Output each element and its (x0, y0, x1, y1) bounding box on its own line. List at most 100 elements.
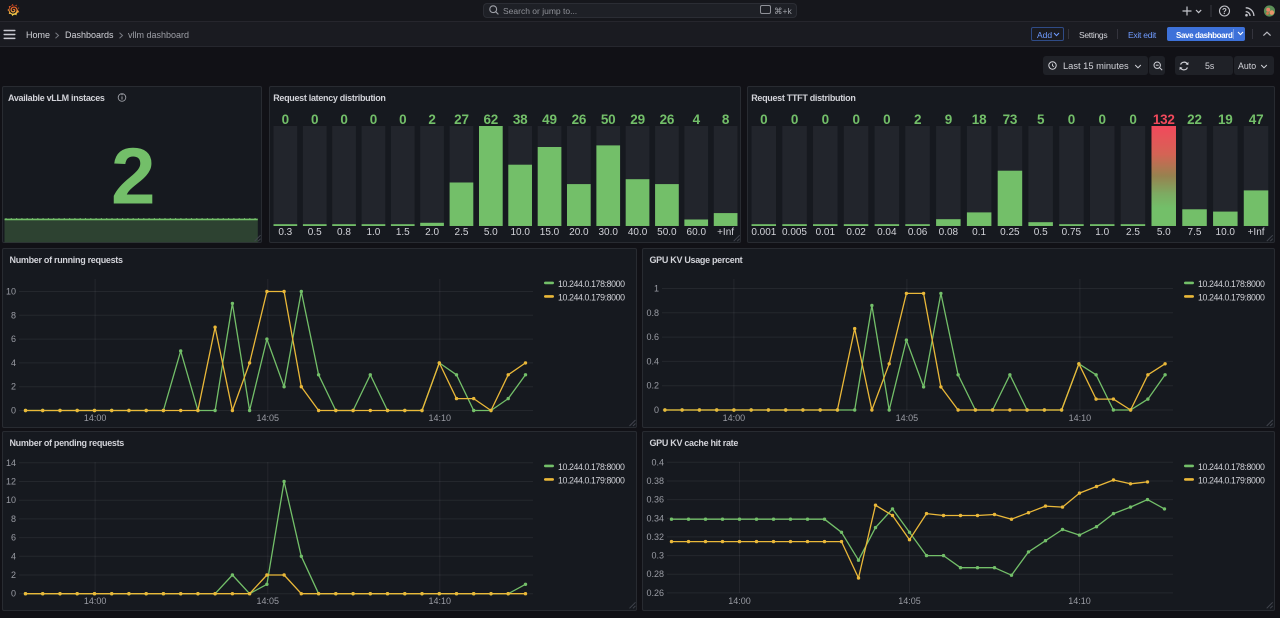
svg-text:2.0: 2.0 (425, 227, 439, 238)
svg-text:73: 73 (1002, 112, 1017, 127)
svg-text:0: 0 (11, 589, 16, 599)
svg-text:?: ? (1222, 7, 1227, 16)
svg-text:+Inf: +Inf (717, 227, 734, 238)
svg-text:38: 38 (512, 112, 527, 127)
svg-text:Available vLLM instaces: Available vLLM instaces (8, 93, 105, 103)
svg-text:7.5: 7.5 (1187, 227, 1201, 238)
svg-text:2: 2 (11, 570, 16, 580)
svg-text:0: 0 (654, 404, 659, 414)
svg-text:0.75: 0.75 (1062, 227, 1082, 238)
svg-text:50.0: 50.0 (657, 227, 677, 238)
svg-text:0.5: 0.5 (307, 227, 321, 238)
svg-text:0.005: 0.005 (782, 227, 807, 238)
svg-text:10.0: 10.0 (510, 227, 530, 238)
svg-text:14:05: 14:05 (898, 596, 920, 606)
svg-text:10.244.0.178:8000: 10.244.0.178:8000 (1198, 279, 1265, 289)
svg-text:0.26: 0.26 (646, 588, 664, 598)
svg-text:0.4: 0.4 (651, 458, 664, 468)
svg-text:6: 6 (10, 334, 15, 344)
svg-text:0.06: 0.06 (908, 227, 928, 238)
svg-text:Request latency distribution: Request latency distribution (273, 93, 385, 103)
svg-text:29: 29 (630, 112, 645, 127)
svg-text:50: 50 (600, 112, 615, 127)
svg-text:14:05: 14:05 (896, 412, 918, 422)
svg-text:10.244.0.179:8000: 10.244.0.179:8000 (557, 476, 624, 486)
svg-text:GPU KV cache hit rate: GPU KV cache hit rate (649, 438, 738, 448)
svg-text:GPU KV Usage percent: GPU KV Usage percent (649, 255, 742, 265)
svg-text:0.25: 0.25 (1000, 227, 1020, 238)
svg-text:5.0: 5.0 (1157, 227, 1171, 238)
svg-text:0.02: 0.02 (846, 227, 866, 238)
svg-text:0.8: 0.8 (337, 227, 351, 238)
svg-text:0.08: 0.08 (939, 227, 959, 238)
svg-text:10: 10 (5, 286, 15, 296)
svg-text:1.5: 1.5 (395, 227, 409, 238)
svg-text:12: 12 (6, 477, 16, 487)
svg-text:14:05: 14:05 (256, 596, 278, 606)
svg-text:19: 19 (1218, 112, 1233, 127)
svg-text:14:10: 14:10 (1068, 596, 1090, 606)
svg-text:0.04: 0.04 (877, 227, 897, 238)
svg-text:1: 1 (654, 283, 659, 293)
svg-text:Number of running requests: Number of running requests (9, 255, 123, 265)
svg-text:5: 5 (1037, 112, 1045, 127)
svg-text:8: 8 (722, 112, 730, 127)
svg-text:14:00: 14:00 (723, 412, 745, 422)
svg-text:14:10: 14:10 (428, 596, 450, 606)
svg-text:9: 9 (945, 112, 952, 127)
svg-text:18: 18 (972, 112, 987, 127)
svg-text:0.01: 0.01 (815, 227, 835, 238)
svg-text:60.0: 60.0 (686, 227, 706, 238)
svg-text:0: 0 (311, 112, 318, 127)
svg-text:4: 4 (11, 552, 16, 562)
svg-text:40.0: 40.0 (627, 227, 647, 238)
svg-text:1.0: 1.0 (1095, 227, 1109, 238)
svg-text:26: 26 (571, 112, 586, 127)
svg-text:+Inf: +Inf (1248, 227, 1265, 238)
svg-text:0: 0 (10, 405, 15, 415)
svg-text:0: 0 (760, 112, 767, 127)
svg-text:0: 0 (399, 112, 406, 127)
svg-text:10.244.0.179:8000: 10.244.0.179:8000 (1198, 476, 1265, 486)
svg-text:14:10: 14:10 (1069, 412, 1091, 422)
svg-text:14:00: 14:00 (83, 596, 105, 606)
svg-text:0: 0 (369, 112, 376, 127)
svg-text:14:05: 14:05 (256, 413, 279, 423)
svg-text:5.0: 5.0 (483, 227, 497, 238)
svg-text:10.244.0.178:8000: 10.244.0.178:8000 (558, 279, 625, 289)
svg-text:2: 2 (428, 112, 435, 127)
svg-text:10.244.0.178:8000: 10.244.0.178:8000 (557, 462, 624, 472)
svg-text:0.3: 0.3 (278, 227, 292, 238)
svg-text:47: 47 (1249, 112, 1264, 127)
svg-text:0: 0 (281, 112, 288, 127)
svg-text:10.244.0.179:8000: 10.244.0.179:8000 (1198, 292, 1265, 302)
svg-text:62: 62 (483, 112, 498, 127)
svg-text:4: 4 (10, 357, 15, 367)
svg-text:0: 0 (822, 112, 829, 127)
svg-text:4: 4 (692, 112, 700, 127)
svg-text:10: 10 (6, 495, 16, 505)
svg-text:14:10: 14:10 (428, 413, 451, 423)
svg-text:1.0: 1.0 (366, 227, 380, 238)
svg-text:0: 0 (1068, 112, 1075, 127)
svg-text:0: 0 (852, 112, 859, 127)
svg-text:14:00: 14:00 (83, 413, 106, 423)
svg-text:0: 0 (1098, 112, 1105, 127)
svg-text:49: 49 (542, 112, 557, 127)
svg-text:14:00: 14:00 (728, 596, 750, 606)
svg-text:0: 0 (883, 112, 890, 127)
svg-text:0.001: 0.001 (751, 227, 776, 238)
svg-text:2: 2 (10, 381, 15, 391)
svg-text:14: 14 (6, 458, 16, 468)
svg-text:6: 6 (11, 533, 16, 543)
svg-text:22: 22 (1187, 112, 1202, 127)
svg-text:0.38: 0.38 (646, 476, 664, 486)
svg-text:0.6: 0.6 (646, 332, 659, 342)
svg-text:15.0: 15.0 (539, 227, 559, 238)
svg-text:2: 2 (914, 112, 921, 127)
svg-text:27: 27 (454, 112, 469, 127)
svg-text:0: 0 (1129, 112, 1136, 127)
svg-text:2: 2 (111, 131, 155, 220)
svg-text:10.244.0.178:8000: 10.244.0.178:8000 (1198, 462, 1265, 472)
svg-text:0.3: 0.3 (651, 551, 664, 561)
